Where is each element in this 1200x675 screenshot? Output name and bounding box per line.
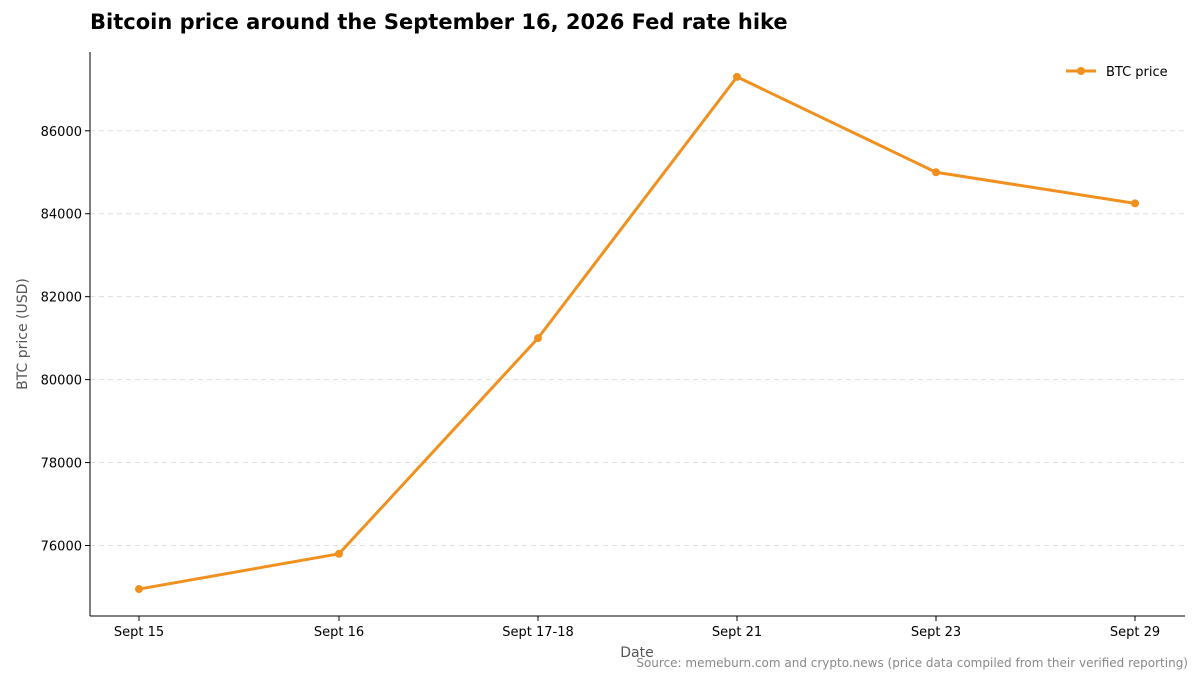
axes bbox=[89, 52, 1185, 617]
x-tick-label: Sept 17-18 bbox=[502, 625, 574, 640]
series-line bbox=[138, 75, 1136, 591]
y-tick-label: 76000 bbox=[41, 540, 82, 555]
x-tick-label: Sept 16 bbox=[314, 625, 364, 640]
series-btc-price bbox=[135, 72, 1139, 594]
y-tick-label: 82000 bbox=[41, 291, 82, 306]
chart-title: Bitcoin price around the September 16, 2… bbox=[90, 10, 788, 34]
data-point bbox=[335, 549, 343, 558]
y-tick-label: 78000 bbox=[41, 457, 82, 472]
y-tick-label: 86000 bbox=[41, 125, 82, 140]
grid-lines bbox=[90, 130, 1185, 546]
y-axis-label: BTC price (USD) bbox=[15, 278, 31, 390]
x-tick-label: Sept 23 bbox=[911, 625, 961, 640]
data-point bbox=[135, 585, 143, 594]
y-tick-label: 84000 bbox=[41, 208, 82, 223]
legend-marker bbox=[1077, 67, 1085, 75]
x-ticks: Sept 15 Sept 16 Sept 17-18 Sept 21 Sept 23 Se… bbox=[114, 616, 1160, 640]
data-point bbox=[1131, 199, 1139, 208]
x-tick-label: Sept 15 bbox=[114, 625, 164, 640]
y-ticks: 76000 78000 80000 82000 84000 86000 bbox=[41, 125, 90, 555]
x-axis-label: Date bbox=[620, 645, 653, 661]
data-point bbox=[733, 72, 741, 81]
y-tick-label: 80000 bbox=[41, 374, 82, 389]
legend: BTC price bbox=[1066, 65, 1168, 80]
data-point bbox=[932, 168, 940, 177]
source-note: Source: memeburn.com and crypto.news (pr… bbox=[636, 656, 1188, 670]
x-tick-label: Sept 29 bbox=[1110, 625, 1160, 640]
x-tick-label: Sept 21 bbox=[712, 625, 762, 640]
legend-label: BTC price bbox=[1106, 65, 1168, 80]
data-point bbox=[534, 334, 542, 343]
